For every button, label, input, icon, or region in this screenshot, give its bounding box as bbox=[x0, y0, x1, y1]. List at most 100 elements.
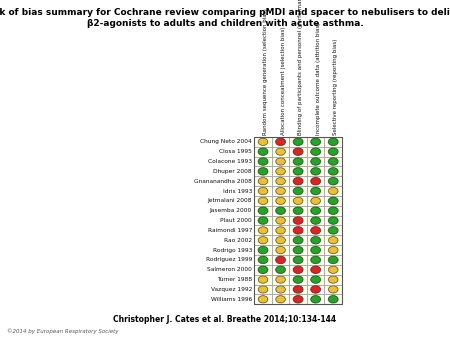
FancyBboxPatch shape bbox=[307, 275, 324, 285]
Circle shape bbox=[276, 138, 285, 145]
Circle shape bbox=[276, 168, 285, 175]
Text: Jasemba 2000: Jasemba 2000 bbox=[210, 208, 252, 213]
FancyBboxPatch shape bbox=[272, 137, 289, 147]
FancyBboxPatch shape bbox=[324, 147, 342, 156]
FancyBboxPatch shape bbox=[272, 294, 289, 304]
FancyBboxPatch shape bbox=[289, 255, 307, 265]
FancyBboxPatch shape bbox=[254, 166, 272, 176]
FancyBboxPatch shape bbox=[254, 235, 272, 245]
Circle shape bbox=[311, 158, 320, 165]
Circle shape bbox=[328, 178, 338, 185]
FancyBboxPatch shape bbox=[254, 245, 272, 255]
FancyBboxPatch shape bbox=[272, 265, 289, 275]
Circle shape bbox=[258, 188, 268, 195]
Circle shape bbox=[328, 276, 338, 283]
FancyBboxPatch shape bbox=[289, 245, 307, 255]
FancyBboxPatch shape bbox=[289, 285, 307, 294]
Circle shape bbox=[258, 197, 268, 204]
FancyBboxPatch shape bbox=[289, 225, 307, 235]
Text: Plaut 2000: Plaut 2000 bbox=[220, 218, 252, 223]
Circle shape bbox=[311, 138, 320, 145]
Circle shape bbox=[328, 256, 338, 263]
Circle shape bbox=[311, 168, 320, 175]
FancyBboxPatch shape bbox=[272, 147, 289, 156]
FancyBboxPatch shape bbox=[272, 216, 289, 225]
Text: Raimondi 1997: Raimondi 1997 bbox=[207, 228, 252, 233]
Circle shape bbox=[258, 246, 268, 254]
Circle shape bbox=[311, 217, 320, 224]
FancyBboxPatch shape bbox=[272, 285, 289, 294]
Circle shape bbox=[258, 207, 268, 214]
Circle shape bbox=[276, 246, 285, 254]
FancyBboxPatch shape bbox=[254, 206, 272, 216]
FancyBboxPatch shape bbox=[324, 285, 342, 294]
FancyBboxPatch shape bbox=[254, 156, 272, 166]
FancyBboxPatch shape bbox=[272, 186, 289, 196]
Circle shape bbox=[258, 266, 268, 273]
FancyBboxPatch shape bbox=[324, 225, 342, 235]
FancyBboxPatch shape bbox=[324, 255, 342, 265]
Circle shape bbox=[276, 217, 285, 224]
Circle shape bbox=[258, 256, 268, 263]
Circle shape bbox=[328, 188, 338, 195]
Circle shape bbox=[328, 148, 338, 155]
Circle shape bbox=[276, 227, 285, 234]
FancyBboxPatch shape bbox=[307, 285, 324, 294]
Text: Williams 1996: Williams 1996 bbox=[211, 297, 252, 302]
FancyBboxPatch shape bbox=[307, 166, 324, 176]
Circle shape bbox=[276, 178, 285, 185]
Circle shape bbox=[311, 178, 320, 185]
FancyBboxPatch shape bbox=[254, 216, 272, 225]
FancyBboxPatch shape bbox=[254, 294, 272, 304]
FancyBboxPatch shape bbox=[254, 147, 272, 156]
Circle shape bbox=[328, 237, 338, 244]
Text: Allocation concealment (selection bias): Allocation concealment (selection bias) bbox=[281, 27, 286, 135]
Text: Incomplete outcome data (attrition bias): Incomplete outcome data (attrition bias) bbox=[316, 23, 321, 135]
FancyBboxPatch shape bbox=[324, 166, 342, 176]
FancyBboxPatch shape bbox=[289, 156, 307, 166]
Circle shape bbox=[311, 227, 320, 234]
Circle shape bbox=[328, 217, 338, 224]
Circle shape bbox=[276, 188, 285, 195]
Circle shape bbox=[293, 227, 303, 234]
FancyBboxPatch shape bbox=[324, 137, 342, 147]
Circle shape bbox=[311, 188, 320, 195]
FancyBboxPatch shape bbox=[272, 176, 289, 186]
FancyBboxPatch shape bbox=[307, 176, 324, 186]
FancyBboxPatch shape bbox=[324, 196, 342, 206]
Circle shape bbox=[328, 207, 338, 214]
Circle shape bbox=[293, 138, 303, 145]
Text: Jetmalani 2008: Jetmalani 2008 bbox=[207, 198, 252, 203]
Circle shape bbox=[311, 266, 320, 273]
Circle shape bbox=[276, 237, 285, 244]
FancyBboxPatch shape bbox=[324, 206, 342, 216]
FancyBboxPatch shape bbox=[307, 186, 324, 196]
Circle shape bbox=[258, 296, 268, 303]
FancyBboxPatch shape bbox=[307, 137, 324, 147]
Circle shape bbox=[328, 168, 338, 175]
Circle shape bbox=[258, 158, 268, 165]
Circle shape bbox=[311, 197, 320, 204]
Circle shape bbox=[293, 246, 303, 254]
FancyBboxPatch shape bbox=[272, 275, 289, 285]
FancyBboxPatch shape bbox=[289, 147, 307, 156]
Circle shape bbox=[293, 188, 303, 195]
Text: Rodrigo 1993: Rodrigo 1993 bbox=[212, 247, 252, 252]
FancyBboxPatch shape bbox=[289, 216, 307, 225]
FancyBboxPatch shape bbox=[324, 176, 342, 186]
FancyBboxPatch shape bbox=[307, 216, 324, 225]
Circle shape bbox=[258, 178, 268, 185]
Circle shape bbox=[276, 266, 285, 273]
FancyBboxPatch shape bbox=[254, 255, 272, 265]
FancyBboxPatch shape bbox=[254, 225, 272, 235]
FancyBboxPatch shape bbox=[289, 137, 307, 147]
FancyBboxPatch shape bbox=[254, 265, 272, 275]
Circle shape bbox=[328, 197, 338, 204]
Circle shape bbox=[258, 276, 268, 283]
FancyBboxPatch shape bbox=[254, 137, 272, 147]
Circle shape bbox=[328, 158, 338, 165]
Text: Gnananandha 2008: Gnananandha 2008 bbox=[194, 179, 252, 184]
Text: Selective reporting (reporting bias): Selective reporting (reporting bias) bbox=[333, 39, 338, 135]
Circle shape bbox=[311, 237, 320, 244]
Text: Blinding of participants and personnel (performance bias): Blinding of participants and personnel (… bbox=[298, 0, 303, 135]
